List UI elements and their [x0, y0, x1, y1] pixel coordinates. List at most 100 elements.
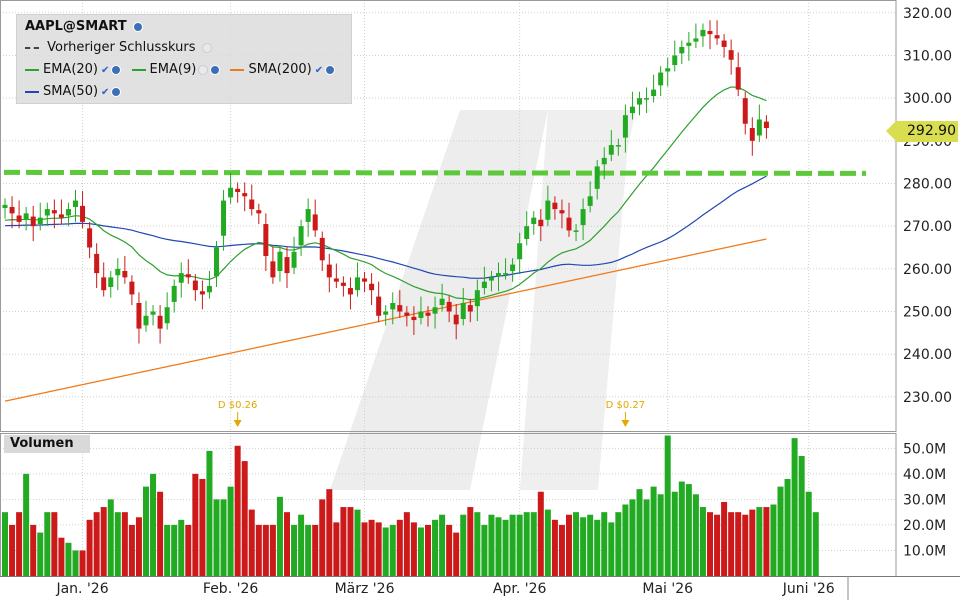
- volume-bar: [622, 504, 629, 576]
- volume-bar: [509, 514, 516, 576]
- volume-bar: [558, 524, 565, 576]
- legend-item-sma50[interactable]: SMA(50) ✔: [25, 83, 122, 101]
- price-tick-label: 260.00: [903, 262, 952, 278]
- candle-body: [418, 311, 424, 318]
- volume-bar: [763, 507, 770, 576]
- volume-bar: [248, 509, 255, 576]
- candle-body: [742, 98, 748, 124]
- volume-bar: [756, 507, 763, 576]
- legend-row-ema: EMA(20) ✔ EMA(9) SMA(200) ✔: [25, 61, 341, 79]
- candle-body: [700, 29, 706, 37]
- globe-icon[interactable]: [111, 86, 122, 97]
- check-icon[interactable]: ✔: [314, 65, 324, 76]
- legend-item-prev-close[interactable]: Vorheriger Schlusskurs: [25, 39, 212, 57]
- volume-bar: [37, 532, 44, 576]
- candle-body: [573, 230, 579, 232]
- previous-close-line: [3, 169, 867, 176]
- candle-body: [622, 115, 628, 138]
- volume-bar: [305, 524, 312, 576]
- volume-bar: [417, 527, 424, 576]
- ema-line-path: [4, 86, 767, 301]
- dividend-label: D $0.27: [606, 400, 646, 411]
- volume-bar: [657, 494, 664, 576]
- volume-bar: [474, 512, 481, 576]
- volume-bar: [566, 514, 572, 576]
- candle-body: [192, 280, 198, 291]
- volume-bar: [128, 524, 135, 576]
- globe-icon[interactable]: [210, 64, 221, 75]
- line-swatch-icon: [131, 68, 146, 71]
- candle-body: [496, 273, 501, 277]
- candle-body: [629, 106, 635, 114]
- legend-item-ema20[interactable]: EMA(20) ✔: [25, 62, 126, 77]
- legend-item-ema9[interactable]: EMA(9): [131, 62, 225, 77]
- check-icon[interactable]: ✔: [101, 65, 110, 76]
- volume-bar: [220, 499, 227, 576]
- volume-bar: [446, 524, 453, 576]
- volume-bar: [121, 512, 128, 576]
- volume-bar: [30, 524, 37, 576]
- volume-bar: [227, 486, 234, 576]
- globe-icon[interactable]: [325, 64, 336, 75]
- volume-bar: [749, 509, 756, 576]
- volume-bar: [361, 522, 368, 576]
- candle-body: [749, 128, 755, 141]
- legend-item-sma200[interactable]: SMA(200) ✔: [230, 62, 336, 77]
- price-panel-frame: [0, 0, 897, 432]
- candle-body: [143, 315, 149, 326]
- volume-bar: [319, 499, 326, 576]
- candle-body: [23, 213, 29, 220]
- time-tick-label: Mai '26: [642, 581, 693, 597]
- candle-body: [538, 219, 544, 227]
- globe-icon[interactable]: [198, 64, 209, 75]
- globe-icon[interactable]: [133, 21, 144, 32]
- candle-body: [333, 278, 339, 282]
- volume-bar: [72, 550, 79, 576]
- check-icon[interactable]: ✔: [101, 87, 110, 98]
- volume-bar: [340, 507, 347, 576]
- volume-bar: [312, 524, 319, 576]
- candle-body: [2, 204, 8, 209]
- globe-icon[interactable]: [111, 64, 122, 75]
- candles: [2, 20, 769, 344]
- candle-body: [73, 200, 78, 207]
- candle-body: [594, 166, 600, 189]
- volume-bar: [354, 509, 361, 576]
- globe-icon[interactable]: [201, 42, 212, 53]
- sma50-line: [4, 175, 767, 279]
- volume-bar: [284, 512, 290, 576]
- volume-bar: [403, 512, 410, 576]
- candle-body: [16, 215, 22, 222]
- time-tick-label: Juni '26: [782, 581, 835, 597]
- candle-body: [481, 281, 487, 289]
- candle-body: [721, 40, 727, 47]
- volume-bar: [347, 507, 354, 576]
- time-tick-label: Apr. '26: [493, 581, 547, 597]
- candle-body: [566, 217, 572, 231]
- volume-bar: [728, 512, 735, 576]
- volume-bar: [608, 522, 615, 576]
- candle-body: [284, 257, 290, 274]
- candle-body: [693, 38, 699, 42]
- candle-body: [714, 35, 720, 39]
- candle-body: [559, 210, 565, 214]
- candle-body: [446, 301, 452, 312]
- volume-bar: [805, 491, 812, 576]
- legend-symbol[interactable]: AAPL@SMART: [25, 18, 144, 36]
- price-tick-label: 230.00: [903, 390, 952, 406]
- candle-body: [291, 251, 297, 268]
- candle-body: [256, 210, 262, 214]
- volume-bar: [664, 435, 671, 576]
- symbol-label: AAPL@SMART: [25, 19, 127, 34]
- volume-bar: [770, 504, 777, 576]
- volume-bar: [86, 519, 93, 576]
- volume-bar: [2, 512, 8, 576]
- candle-body: [206, 285, 212, 293]
- volume-bar: [551, 519, 558, 576]
- volume-bar: [629, 499, 636, 576]
- volume-bar: [269, 524, 276, 576]
- candle-body: [355, 277, 360, 291]
- volume-bar: [143, 486, 149, 576]
- volume-bar: [699, 507, 706, 576]
